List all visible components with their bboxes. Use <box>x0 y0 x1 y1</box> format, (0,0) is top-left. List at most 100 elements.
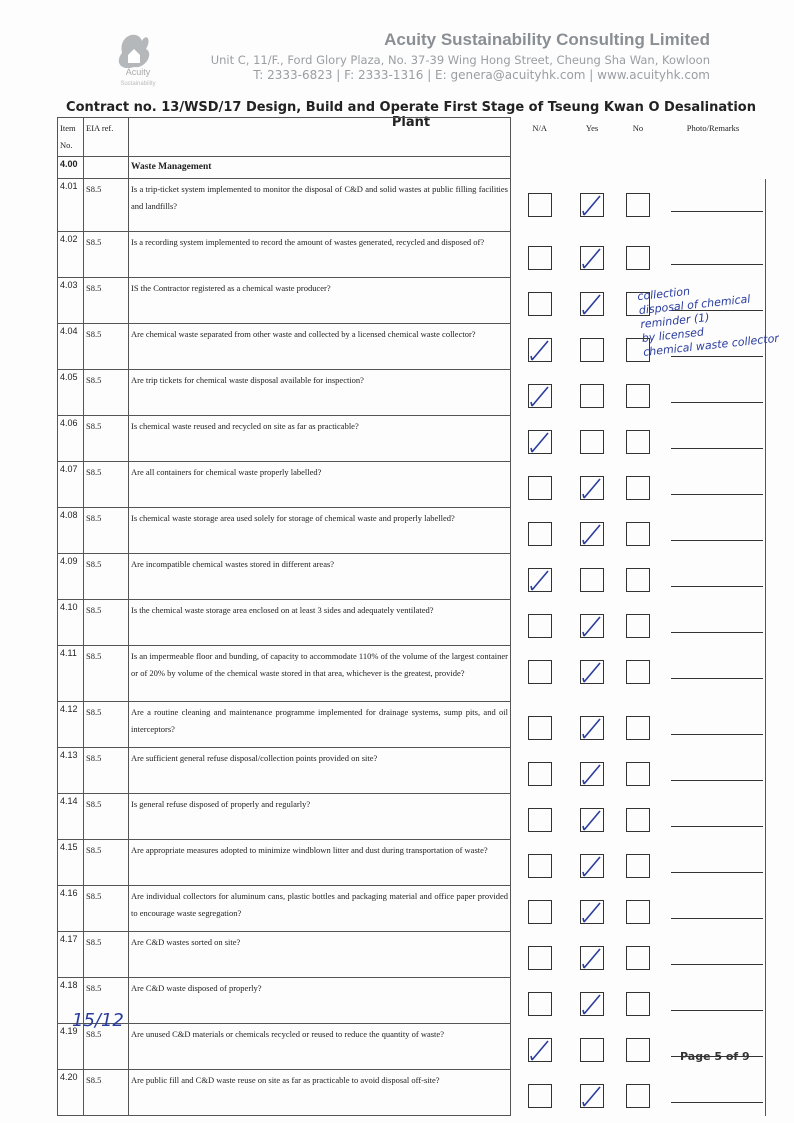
eia-ref: S8.5 <box>83 178 129 232</box>
check-mark <box>582 993 601 1015</box>
item-no: 4.04 <box>57 323 84 370</box>
check-mark <box>582 809 601 831</box>
check-mark <box>582 901 601 923</box>
answer-cell <box>569 278 616 324</box>
remarks-line <box>670 464 763 495</box>
checkbox <box>527 1083 552 1108</box>
checklist-row: 4.20 S8.5 Are public fill and C&D waste re… <box>57 1069 766 1116</box>
answer-cell <box>511 370 569 416</box>
question: Are all containers for chemical waste pr… <box>128 461 511 508</box>
remarks-cell <box>660 507 766 554</box>
eia-ref: S8.5 <box>83 599 129 646</box>
answer-cell <box>511 1024 569 1070</box>
remarks-cell <box>660 885 766 932</box>
blank <box>83 156 129 179</box>
question: Are trip tickets for chemical waste disp… <box>128 369 511 416</box>
answer-cell <box>511 932 569 978</box>
answer-cell <box>511 886 569 932</box>
question: Is a recording system implemented to rec… <box>128 231 511 278</box>
checkbox <box>580 761 604 786</box>
question: Are individual collectors for aluminum c… <box>128 885 511 932</box>
answer-cell <box>616 370 661 416</box>
checkbox <box>626 521 650 546</box>
answer-cell <box>569 702 616 748</box>
answer-cell <box>511 554 569 600</box>
eia-ref: S8.5 <box>83 553 129 600</box>
checkbox <box>527 245 552 270</box>
item-no: 4.07 <box>57 461 84 508</box>
header-row: Item No. EIA ref. N/A Yes No Photo/Remarks <box>57 117 766 157</box>
eia-ref: S8.5 <box>83 701 129 748</box>
check-mark <box>529 569 549 591</box>
remarks-cell <box>660 415 766 462</box>
item-no: 4.09 <box>57 553 84 600</box>
item-no: 4.18 <box>57 977 84 1024</box>
answer-cell <box>616 179 661 232</box>
checkbox <box>580 1083 604 1108</box>
answer-cell <box>616 840 661 886</box>
question: Are a routine cleaning and maintenance p… <box>128 701 511 748</box>
eia-ref: S8.5 <box>83 885 129 932</box>
blank <box>661 157 766 179</box>
question: Are incompatible chemical wastes stored … <box>128 553 511 600</box>
question: Are C&D wastes sorted on site? <box>128 931 511 978</box>
answer-cell <box>569 646 616 702</box>
eia-ref: S8.5 <box>83 507 129 554</box>
remarks-line <box>670 980 763 1011</box>
remarks-line <box>670 280 763 311</box>
checkbox <box>527 429 552 454</box>
item-no: 4.14 <box>57 793 84 840</box>
remarks-line <box>670 704 763 735</box>
checklist-row: 4.02 S8.5 Is a recording system implemente… <box>57 231 766 278</box>
checkbox <box>527 383 552 408</box>
checkbox <box>527 807 552 832</box>
eia-ref: S8.5 <box>83 461 129 508</box>
checkbox <box>580 245 604 270</box>
item-no: 4.02 <box>57 231 84 278</box>
blank <box>569 157 616 179</box>
checkbox <box>580 807 604 832</box>
checkbox <box>580 383 604 408</box>
remarks-cell <box>660 977 766 1024</box>
answer-cell <box>569 416 616 462</box>
checklist-row: 4.15 S8.5 Are appropriate measures adopted… <box>57 839 766 886</box>
answer-cell <box>569 886 616 932</box>
checkbox <box>626 192 650 217</box>
checkbox <box>580 853 604 878</box>
check-mark <box>582 615 601 637</box>
checkbox <box>626 807 650 832</box>
remarks-cell <box>660 178 766 232</box>
checkbox <box>580 429 604 454</box>
answer-cell <box>616 554 661 600</box>
answer-cell <box>616 748 661 794</box>
checklist-row: 4.16 S8.5 Are individual collectors for al… <box>57 885 766 932</box>
remarks-line <box>670 842 763 873</box>
item-no: 4.12 <box>57 701 84 748</box>
answer-cell <box>511 646 569 702</box>
remarks-cell <box>660 793 766 840</box>
col-header: N/A <box>532 122 548 133</box>
eia-ref: S8.5 <box>83 1023 129 1070</box>
answer-cell <box>616 1024 661 1070</box>
checkbox <box>580 567 604 592</box>
checkbox <box>626 1037 650 1062</box>
remarks-cell <box>660 599 766 646</box>
answer-cell <box>569 179 616 232</box>
question: Is chemical waste reused and recycled on… <box>128 415 511 462</box>
checkbox <box>626 991 650 1016</box>
checkbox <box>527 475 552 500</box>
logo: Acuity Sustainability <box>118 34 156 87</box>
checkbox <box>527 715 552 740</box>
remarks-line <box>670 326 763 357</box>
answer-cell <box>511 978 569 1024</box>
remarks-cell <box>660 461 766 508</box>
answer-cell <box>616 416 661 462</box>
checkbox <box>527 1037 552 1062</box>
check-mark <box>582 194 601 216</box>
item-no: 4.15 <box>57 839 84 886</box>
remarks-line <box>670 418 763 449</box>
question: Is an impermeable floor and bunding, of … <box>128 645 511 702</box>
item-no: 4.05 <box>57 369 84 416</box>
item-no: 4.17 <box>57 931 84 978</box>
item-no: 4.08 <box>57 507 84 554</box>
